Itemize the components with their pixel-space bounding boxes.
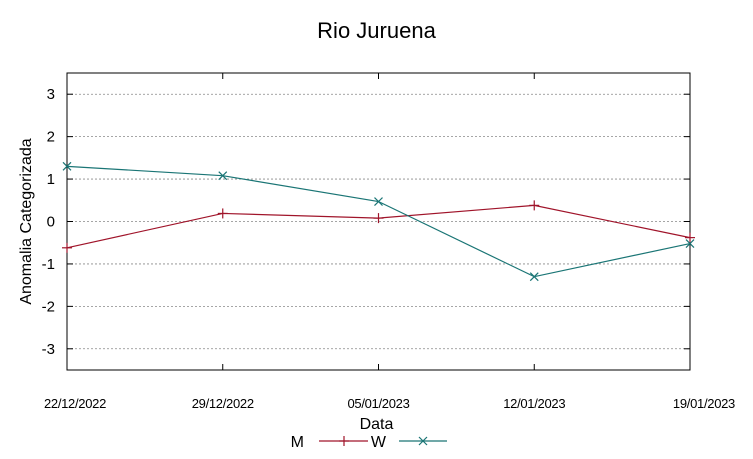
x-axis: 22/12/2022 29/12/2022 05/01/2023 12/01/2023… <box>44 73 735 411</box>
legend-label-w: W <box>371 434 387 451</box>
y-tick-label: 3 <box>47 86 55 103</box>
y-tick-label: -2 <box>42 298 55 315</box>
data-point-m <box>529 200 540 211</box>
data-point-w <box>374 197 383 206</box>
y-tick-label: 2 <box>47 129 55 146</box>
y-tick-label: 0 <box>47 214 55 231</box>
data-point-m <box>217 208 228 219</box>
data-point-w <box>529 272 539 282</box>
x-tick-label: 22/12/2022 <box>44 396 106 411</box>
y-axis-title: Anomalia Categorizada <box>18 138 35 304</box>
y-tick-label: -3 <box>42 341 55 358</box>
chart-title: Rio Juruena <box>317 18 436 43</box>
data-point-w <box>218 171 228 181</box>
data-point-m <box>685 232 695 243</box>
legend: M W <box>291 434 447 451</box>
y-axis: 3 2 1 0 -1 -2 -3 <box>42 86 690 358</box>
data-point-m <box>373 213 384 224</box>
series-line-m <box>66 204 691 249</box>
x-tick-label: 29/12/2022 <box>192 396 254 411</box>
data-point-w <box>685 239 695 248</box>
y-tick-label: -1 <box>42 256 55 273</box>
data-point-m <box>62 242 72 253</box>
y-tick-label: 1 <box>47 171 55 188</box>
x-tick-label: 19/01/2023 <box>673 396 735 411</box>
series-layer <box>62 161 695 282</box>
x-tick-label: 05/01/2023 <box>347 396 409 411</box>
x-axis-title: Data <box>360 416 394 433</box>
legend-marker-w-b <box>418 436 428 446</box>
x-tick-label: 12/01/2023 <box>503 396 565 411</box>
legend-label-m: M <box>291 434 304 451</box>
data-point-w <box>62 161 72 171</box>
